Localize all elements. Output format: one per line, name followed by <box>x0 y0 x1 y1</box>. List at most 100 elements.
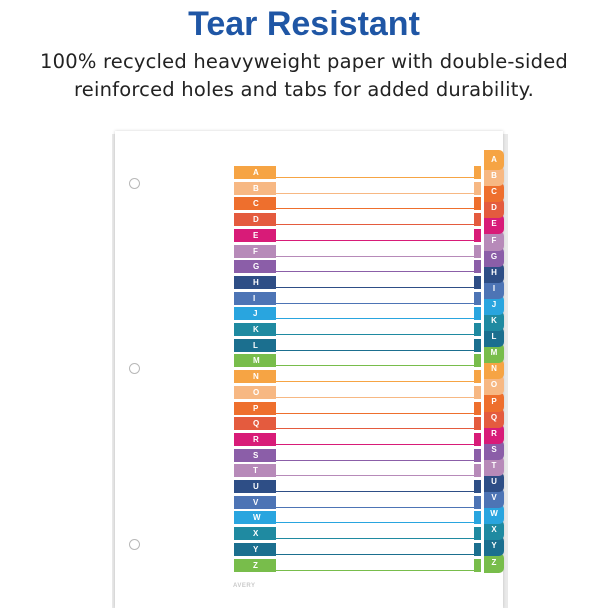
toc-row-label: B <box>234 181 276 195</box>
toc-row-line <box>276 381 474 383</box>
toc-row-label: D <box>234 213 276 227</box>
index-tab[interactable]: I <box>484 278 504 299</box>
index-tab[interactable]: W <box>484 504 504 525</box>
toc-row-line <box>276 365 474 367</box>
toc-row: O <box>234 385 484 399</box>
toc-row-marker <box>474 432 481 446</box>
index-tab[interactable]: Q <box>484 407 504 428</box>
toc-row-marker <box>474 354 481 368</box>
subtext: 100% recycled heavyweight paper with dou… <box>0 48 608 104</box>
toc-row: Q <box>234 417 484 431</box>
index-tab[interactable]: D <box>484 198 504 219</box>
subtext-line-2: reinforced holes and tabs for added dura… <box>74 78 534 101</box>
toc-row-marker <box>474 197 481 211</box>
toc-row-label: E <box>234 228 276 242</box>
toc-row-label: O <box>234 385 276 399</box>
punch-hole-middle <box>129 363 140 374</box>
toc-row-marker <box>474 480 481 493</box>
index-tab[interactable]: U <box>484 472 504 492</box>
toc-row: R <box>234 432 484 446</box>
index-tab[interactable]: L <box>484 327 504 348</box>
index-tab[interactable]: Y <box>484 536 504 557</box>
index-tab[interactable]: O <box>484 375 504 396</box>
toc-row-line <box>276 286 474 288</box>
toc-row-label: C <box>234 197 276 211</box>
toc-row-line <box>276 553 474 555</box>
index-tab[interactable]: J <box>484 294 504 315</box>
toc-row-marker <box>474 448 481 462</box>
toc-row-line <box>276 491 474 492</box>
toc-row-label: M <box>234 354 276 368</box>
index-tab[interactable]: T <box>484 455 504 476</box>
toc-row-marker <box>474 323 481 336</box>
toc-row-line <box>276 428 474 430</box>
toc-row-label: L <box>234 338 276 352</box>
toc-row: S <box>234 448 484 462</box>
toc-row-marker <box>474 370 481 384</box>
toc-row-label: P <box>234 401 276 415</box>
index-tab[interactable]: S <box>484 439 504 460</box>
index-tab[interactable]: N <box>484 359 504 380</box>
index-tab[interactable]: C <box>484 182 504 203</box>
toc-row-line <box>276 224 474 226</box>
toc-row: Y <box>234 542 484 556</box>
toc-row-line <box>276 255 474 257</box>
toc-row-marker <box>474 166 481 179</box>
toc-row-label: Q <box>234 417 276 431</box>
toc-row-line <box>276 506 474 508</box>
toc-row-line <box>276 239 474 241</box>
toc-row-marker <box>474 291 481 305</box>
toc-row-line <box>276 334 474 335</box>
toc-row-label: F <box>234 244 276 258</box>
toc-row-line <box>276 412 474 414</box>
index-tab[interactable]: R <box>484 423 504 444</box>
toc-row: C <box>234 197 484 211</box>
toc-row-label: K <box>234 323 276 336</box>
toc-row-label: U <box>234 480 276 493</box>
toc-row-marker <box>474 401 481 415</box>
toc-row-marker <box>474 464 481 478</box>
toc-row-marker <box>474 495 481 509</box>
toc-row-line <box>276 192 474 194</box>
toc-row-marker <box>474 244 481 258</box>
toc-row: W <box>234 511 484 525</box>
toc-row-line <box>276 349 474 351</box>
toc-row-line <box>276 443 474 445</box>
toc-row: P <box>234 401 484 415</box>
toc-row-line <box>276 208 474 210</box>
toc-row: V <box>234 495 484 509</box>
subtext-line-1: 100% recycled heavyweight paper with dou… <box>40 50 568 73</box>
index-tab[interactable]: F <box>484 230 504 251</box>
toc-row-marker <box>474 542 481 556</box>
index-tab[interactable]: E <box>484 214 504 235</box>
index-tab[interactable]: P <box>484 391 504 412</box>
toc-row: D <box>234 213 484 227</box>
toc-row-marker <box>474 527 481 541</box>
toc-row: L <box>234 338 484 352</box>
toc-row-line <box>276 396 474 398</box>
divider-sheet <box>115 131 503 608</box>
toc-row-line <box>276 318 474 320</box>
index-tab[interactable]: H <box>484 262 504 283</box>
toc-row-label: R <box>234 432 276 446</box>
index-tab[interactable]: A <box>484 150 504 170</box>
index-tab[interactable]: M <box>484 343 504 364</box>
toc-row-label: A <box>234 166 276 179</box>
toc-row-marker <box>474 307 481 321</box>
toc-row-line <box>276 271 474 273</box>
toc-row: T <box>234 464 484 478</box>
toc-row-line <box>276 302 474 304</box>
index-tab[interactable]: K <box>484 311 504 331</box>
index-tab[interactable]: B <box>484 166 504 187</box>
index-tab[interactable]: X <box>484 520 504 541</box>
toc-row: N <box>234 370 484 384</box>
index-tab[interactable]: Z <box>484 552 504 573</box>
toc-row: J <box>234 307 484 321</box>
toc-row: B <box>234 181 484 195</box>
index-tab[interactable]: V <box>484 488 504 509</box>
toc-row-marker <box>474 511 481 525</box>
toc-row: G <box>234 260 484 274</box>
punch-hole-bottom <box>129 539 140 550</box>
toc-row-line <box>276 459 474 461</box>
index-tab[interactable]: G <box>484 246 504 267</box>
